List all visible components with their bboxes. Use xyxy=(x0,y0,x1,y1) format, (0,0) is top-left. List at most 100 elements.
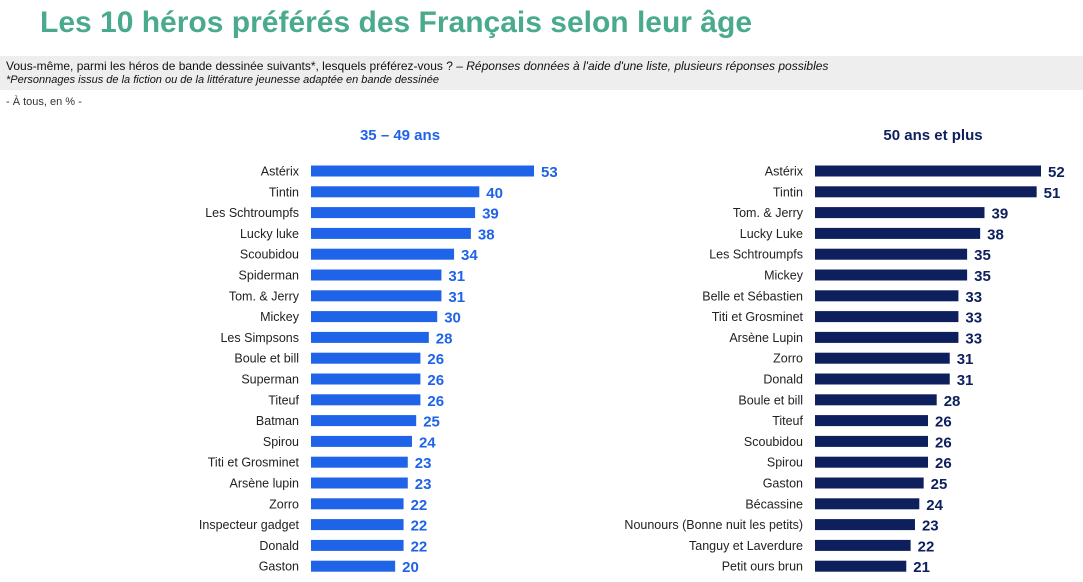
category-label: Nounours (Bonne nuit les petits) xyxy=(624,518,803,532)
category-label: Tanguy et Laverdure xyxy=(689,539,803,553)
bar xyxy=(311,352,421,364)
bar xyxy=(311,477,408,489)
bar xyxy=(815,186,1037,198)
base-note: - À tous, en % - xyxy=(6,96,82,108)
category-label: Donald xyxy=(763,373,803,387)
category-label: Gaston xyxy=(763,477,803,491)
value-label: 20 xyxy=(402,559,419,576)
bar xyxy=(311,290,442,302)
value-label: 26 xyxy=(427,351,444,368)
bar xyxy=(311,269,442,281)
bar xyxy=(311,373,421,385)
bar xyxy=(815,519,915,531)
category-label: Bécassine xyxy=(745,497,803,511)
bar xyxy=(815,539,911,551)
category-label: Spiderman xyxy=(239,269,299,283)
value-label: 26 xyxy=(935,434,952,451)
category-label: Arsène lupin xyxy=(230,477,300,491)
value-label: 33 xyxy=(965,330,982,347)
bar xyxy=(311,560,396,572)
value-label: 26 xyxy=(935,455,952,472)
bar xyxy=(311,331,429,343)
panel-title-35-49: 35 – 49 ans xyxy=(359,127,441,144)
bar xyxy=(311,539,404,551)
bar xyxy=(311,186,480,198)
value-label: 35 xyxy=(974,268,991,285)
category-label: Titi et Grosminet xyxy=(208,456,300,470)
value-label: 25 xyxy=(423,414,440,431)
category-label: Gaston xyxy=(259,560,299,574)
category-label: Donald xyxy=(259,539,299,553)
category-label: Belle et Sébastien xyxy=(702,289,803,303)
value-label: 35 xyxy=(974,247,991,264)
value-label: 24 xyxy=(926,497,943,514)
value-label: 31 xyxy=(448,289,465,306)
category-label: Tom. & Jerry xyxy=(229,289,300,303)
value-label: 24 xyxy=(419,434,436,451)
value-label: 34 xyxy=(461,247,478,264)
category-label: Zorro xyxy=(773,352,803,366)
value-label: 25 xyxy=(931,476,948,493)
question-footnote: *Personnages issus de la fiction ou de l… xyxy=(6,74,439,86)
bar xyxy=(815,456,928,468)
value-label: 28 xyxy=(436,330,453,347)
bar xyxy=(815,498,920,510)
value-label: 33 xyxy=(965,289,982,306)
bar xyxy=(815,269,968,281)
category-label: Spirou xyxy=(263,435,299,449)
value-label: 31 xyxy=(448,268,465,285)
value-label: 26 xyxy=(935,414,952,431)
bar xyxy=(815,311,959,323)
bar xyxy=(815,290,959,302)
category-label: Astérix xyxy=(261,165,300,179)
category-label: Titeuf xyxy=(772,414,803,428)
value-label: 22 xyxy=(411,538,428,555)
category-label: Petit ours brun xyxy=(722,560,803,574)
category-label: Spirou xyxy=(767,456,803,470)
question-banner: Vous-même, parmi les héros de bande dess… xyxy=(0,56,1083,90)
bar xyxy=(311,207,476,219)
category-label: Titi et Grosminet xyxy=(712,310,804,324)
value-label: 52 xyxy=(1048,164,1065,181)
value-label: 22 xyxy=(411,518,428,535)
panel-title-50-plus: 50 ans et plus xyxy=(883,127,983,144)
category-label: Titeuf xyxy=(268,393,299,407)
bar xyxy=(815,165,1041,177)
category-label: Superman xyxy=(241,373,299,387)
category-label: Tintin xyxy=(773,185,803,199)
value-label: 22 xyxy=(411,497,428,514)
bar xyxy=(311,435,412,447)
category-label: Arsène Lupin xyxy=(729,331,803,345)
category-label: Tintin xyxy=(269,185,299,199)
question-text: Vous-même, parmi les héros de bande dess… xyxy=(6,59,828,73)
category-label: Astérix xyxy=(765,165,804,179)
bar xyxy=(815,207,985,219)
bar xyxy=(311,165,534,177)
value-label: 38 xyxy=(478,226,495,243)
value-label: 39 xyxy=(992,206,1009,223)
bar xyxy=(815,435,928,447)
category-label: Les Simpsons xyxy=(220,331,299,345)
value-label: 30 xyxy=(444,310,461,327)
question-main: Vous-même, parmi les héros de bande dess… xyxy=(6,59,463,73)
category-label: Batman xyxy=(256,414,299,428)
category-label: Mickey xyxy=(764,269,804,283)
category-label: Les Schtroumpfs xyxy=(205,206,299,220)
category-label: Tom. & Jerry xyxy=(733,206,804,220)
value-label: 51 xyxy=(1044,185,1061,202)
category-label: Lucky Luke xyxy=(740,227,803,241)
value-label: 26 xyxy=(427,372,444,389)
bar xyxy=(815,352,950,364)
value-label: 23 xyxy=(415,455,432,472)
bar xyxy=(311,394,421,406)
bar xyxy=(815,477,924,489)
category-label: Boule et bill xyxy=(234,352,299,366)
category-label: Lucky luke xyxy=(240,227,299,241)
bar xyxy=(815,248,968,260)
bar xyxy=(815,560,907,572)
bar xyxy=(815,331,959,343)
bar xyxy=(815,227,981,239)
value-label: 31 xyxy=(957,351,974,368)
category-label: Scoubidou xyxy=(744,435,803,449)
